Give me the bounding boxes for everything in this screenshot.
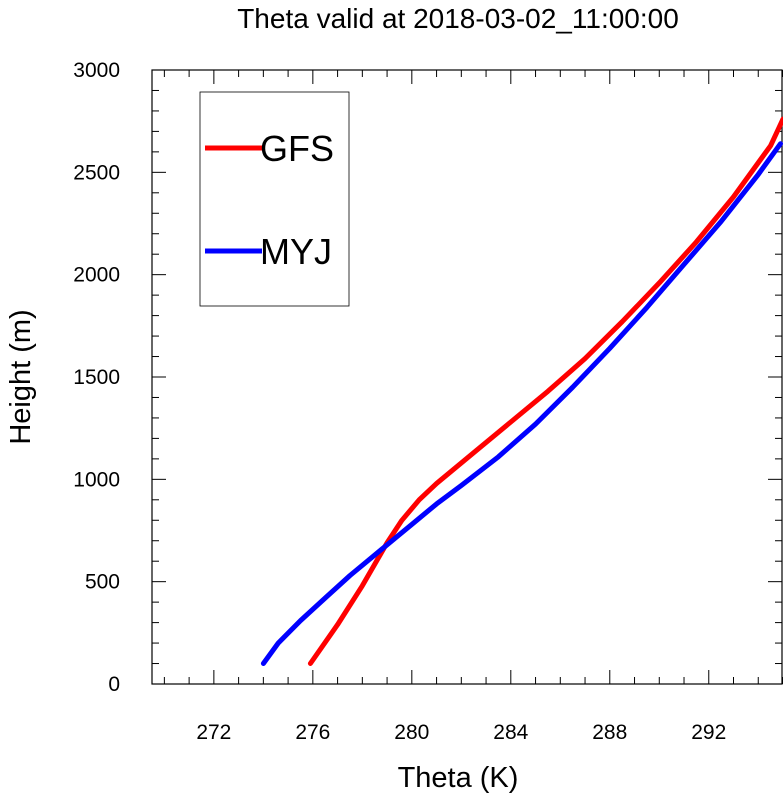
legend-label-gfs: GFS bbox=[260, 128, 334, 169]
y-tick-label: 1500 bbox=[73, 366, 120, 389]
x-tick-label: 276 bbox=[295, 721, 330, 744]
chart-title: Theta valid at 2018-03-02_11:00:00 bbox=[237, 3, 679, 34]
series-line-myj bbox=[260, 141, 783, 666]
legend: GFS MYJ bbox=[199, 91, 350, 307]
legend-box bbox=[199, 91, 350, 307]
y-tick-label: 1000 bbox=[73, 468, 120, 491]
x-axis-title: Theta (K) bbox=[398, 762, 519, 794]
legend-label-myj: MYJ bbox=[260, 231, 332, 272]
x-tick-label: 284 bbox=[493, 721, 528, 744]
x-tick-label: 280 bbox=[394, 721, 429, 744]
y-tick-label: 3000 bbox=[73, 59, 120, 82]
y-tick-label: 2500 bbox=[73, 161, 120, 184]
series-line-gfs bbox=[307, 116, 783, 666]
y-tick-label: 2000 bbox=[73, 264, 120, 287]
y-tick-label: 500 bbox=[85, 571, 120, 594]
y-axis-title: Height (m) bbox=[5, 309, 37, 444]
y-tick-label: 0 bbox=[108, 673, 120, 696]
x-tick-label: 272 bbox=[196, 721, 231, 744]
series-layer bbox=[260, 116, 783, 666]
plot-frame bbox=[151, 69, 783, 685]
x-tick-label: 292 bbox=[691, 721, 726, 744]
plot-axes: 272 276 280 284 288 292 0 500 1000 1500 2000 2500 30… bbox=[73, 59, 783, 744]
x-tick-label: 288 bbox=[592, 721, 627, 744]
